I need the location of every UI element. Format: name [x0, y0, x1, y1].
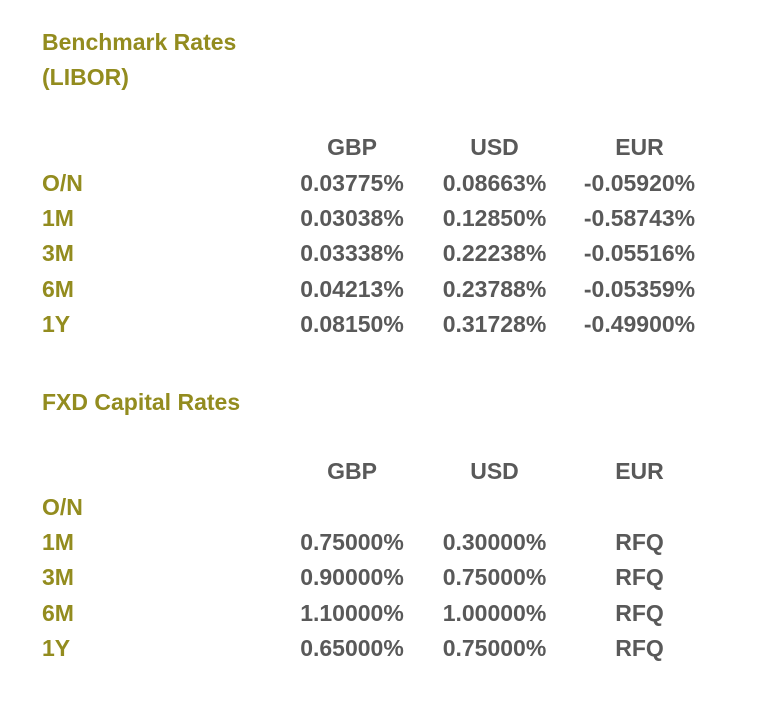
rate-usd: 0.12850% [442, 204, 547, 231]
currency-header-usd: USD [470, 458, 519, 485]
tenor-label: O/N [42, 493, 83, 520]
table-row: 6M 0.04213% 0.23788% -0.05359% [42, 272, 712, 307]
rate-eur [567, 489, 712, 524]
tenor-label: 3M [42, 564, 74, 591]
fxd-rates-table: GBP USD EUR O/N 1M 0.75000% 0.30000% RFQ… [42, 454, 712, 666]
tenor-label: 3M [42, 240, 74, 267]
rate-gbp: 0.65000% [300, 635, 404, 662]
tenor-label: 1M [42, 528, 74, 555]
rate-gbp [282, 489, 422, 524]
rate-usd: 0.75000% [442, 564, 547, 591]
tenor-label: 1M [42, 204, 74, 231]
rate-usd: 0.75000% [442, 635, 547, 662]
tenor-label: 6M [42, 275, 74, 302]
rate-gbp: 0.90000% [300, 564, 404, 591]
currency-header-eur: EUR [615, 134, 664, 161]
benchmark-rates-table: GBP USD EUR O/N 0.03775% 0.08663% -0.059… [42, 130, 712, 342]
rate-gbp: 0.03338% [300, 240, 404, 267]
table-header-row: GBP USD EUR [42, 454, 712, 489]
rate-usd: 0.31728% [442, 311, 547, 338]
table-header-row: GBP USD EUR [42, 130, 712, 165]
rate-gbp: 0.08150% [300, 311, 404, 338]
fxd-title: FXD Capital Rates [42, 389, 241, 415]
rate-eur: -0.05516% [583, 240, 696, 267]
tenor-header [42, 454, 282, 489]
rate-eur: RFQ [615, 635, 664, 662]
benchmark-title-line1: Benchmark Rates [42, 29, 237, 55]
table-row: 3M 0.03338% 0.22238% -0.05516% [42, 236, 712, 271]
rate-eur: RFQ [615, 564, 664, 591]
benchmark-title-line2: (LIBOR) [42, 64, 129, 90]
rate-gbp: 0.03775% [300, 169, 404, 196]
rate-gbp: 1.10000% [300, 599, 404, 626]
tenor-label: O/N [42, 169, 83, 196]
rate-usd: 0.23788% [442, 275, 547, 302]
tenor-label: 6M [42, 599, 74, 626]
currency-header-gbp: GBP [327, 134, 377, 161]
rate-eur: RFQ [615, 528, 664, 555]
rate-eur: -0.58743% [583, 204, 696, 231]
rate-usd: 0.08663% [442, 169, 547, 196]
rate-usd: 0.22238% [442, 240, 547, 267]
rate-eur: RFQ [615, 599, 664, 626]
table-row: 6M 1.10000% 1.00000% RFQ [42, 596, 712, 631]
table-row: 3M 0.90000% 0.75000% RFQ [42, 560, 712, 595]
rate-usd: 0.30000% [442, 528, 547, 555]
table-row: 1M 0.75000% 0.30000% RFQ [42, 525, 712, 560]
table-row: O/N [42, 489, 712, 524]
rate-usd [422, 489, 567, 524]
currency-header-eur: EUR [615, 458, 664, 485]
rate-usd: 1.00000% [442, 599, 547, 626]
rate-eur: -0.49900% [583, 311, 696, 338]
rate-gbp: 0.03038% [300, 204, 404, 231]
rate-eur: -0.05920% [583, 169, 696, 196]
currency-header-usd: USD [470, 134, 519, 161]
table-row: 1M 0.03038% 0.12850% -0.58743% [42, 201, 712, 236]
table-row: 1Y 0.08150% 0.31728% -0.49900% [42, 307, 712, 342]
table-row: 1Y 0.65000% 0.75000% RFQ [42, 631, 712, 666]
currency-header-gbp: GBP [327, 458, 377, 485]
rate-gbp: 0.75000% [300, 528, 404, 555]
tenor-header [42, 130, 282, 165]
rate-eur: -0.05359% [583, 275, 696, 302]
benchmark-title: Benchmark Rates (LIBOR) [42, 25, 236, 95]
rate-gbp: 0.04213% [300, 275, 404, 302]
tenor-label: 1Y [42, 311, 71, 338]
tenor-label: 1Y [42, 635, 71, 662]
table-row: O/N 0.03775% 0.08663% -0.05920% [42, 165, 712, 200]
